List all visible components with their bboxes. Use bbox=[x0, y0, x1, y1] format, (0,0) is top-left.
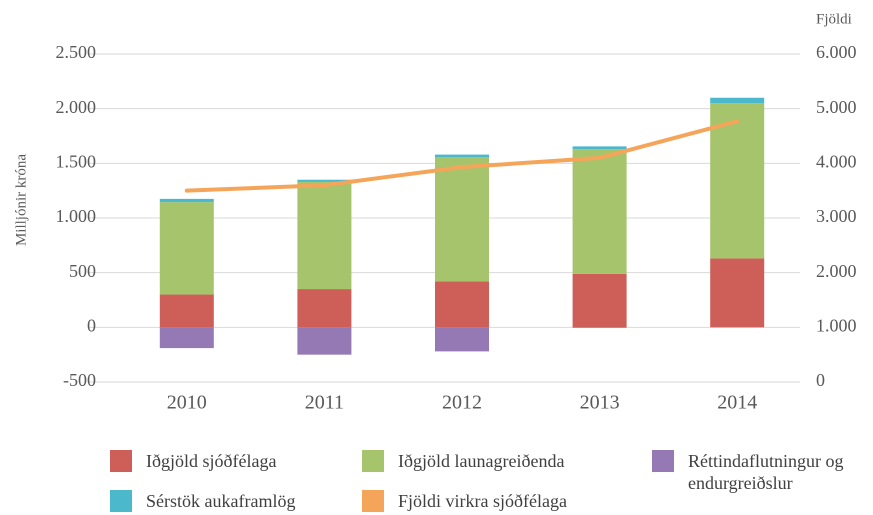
bar bbox=[297, 289, 352, 328]
y-tick-label: 1.000 bbox=[56, 206, 97, 226]
bar bbox=[159, 294, 214, 328]
legend-label: Iðgjöld launagreiðenda bbox=[398, 451, 565, 471]
bar bbox=[159, 327, 214, 349]
line bbox=[184, 119, 740, 193]
bar bbox=[572, 273, 627, 328]
x-tick-label: 2012 bbox=[442, 392, 482, 414]
y-axis-title: Milljónir króna bbox=[13, 154, 29, 246]
y2-tick-label: 2.000 bbox=[816, 261, 857, 281]
bar bbox=[572, 146, 627, 150]
legend-swatch bbox=[362, 450, 384, 472]
bar bbox=[435, 281, 489, 328]
bar bbox=[572, 149, 627, 274]
legend-item: Sérstök aukaframlög bbox=[110, 490, 295, 512]
legend-label: Fjöldi virkra sjóðfélaga bbox=[398, 491, 567, 511]
bar bbox=[710, 103, 765, 259]
x-tick-label: 2011 bbox=[305, 392, 344, 414]
bar bbox=[297, 327, 352, 355]
legend-item: Fjöldi virkra sjóðfélaga bbox=[362, 490, 567, 512]
legend-item: Iðgjöld launagreiðenda bbox=[362, 450, 564, 472]
y2-tick-label: 4.000 bbox=[816, 151, 857, 171]
legend-item: Iðgjöld sjóðfélaga bbox=[110, 450, 276, 472]
x-tick-label: 2014 bbox=[717, 392, 757, 414]
x-tick-label: 2013 bbox=[580, 392, 620, 414]
legend-item: Réttindaflutningur og endurgreiðslur bbox=[652, 450, 858, 494]
legend-label: Iðgjöld sjóðfélaga bbox=[146, 451, 277, 471]
bar bbox=[710, 258, 765, 328]
legend-label: Réttindaflutningur og endurgreiðslur bbox=[688, 451, 844, 493]
y-tick-label: -500 bbox=[63, 370, 96, 390]
legend-swatch bbox=[110, 450, 132, 472]
bar bbox=[159, 198, 214, 203]
bar bbox=[572, 327, 627, 328]
bar bbox=[297, 181, 352, 290]
y2-tick-label: 5.000 bbox=[816, 97, 857, 117]
y2-axis-title: Fjöldi bbox=[816, 11, 852, 27]
bar bbox=[435, 154, 489, 158]
bar bbox=[297, 179, 352, 182]
bar bbox=[435, 327, 489, 352]
y-tick-label: 0 bbox=[87, 315, 96, 335]
y-tick-label: 500 bbox=[69, 261, 96, 281]
y-tick-label: 2.500 bbox=[56, 42, 97, 62]
y2-tick-label: 1.000 bbox=[816, 315, 857, 335]
y-tick-label: 2.000 bbox=[56, 97, 97, 117]
legend-swatch bbox=[652, 450, 674, 472]
y2-tick-label: 6.000 bbox=[816, 42, 857, 62]
legend-swatch bbox=[362, 490, 384, 512]
y-tick-label: 1.500 bbox=[56, 151, 97, 171]
legend-swatch bbox=[110, 490, 132, 512]
y2-tick-label: 3.000 bbox=[816, 206, 857, 226]
bar bbox=[159, 202, 214, 295]
chart: Milljónir króna Fjöldi -500 0 500 1.000 1.50… bbox=[13, 11, 857, 414]
bar bbox=[435, 157, 489, 282]
x-tick-label: 2010 bbox=[167, 392, 207, 414]
legend-label: Sérstök aukaframlög bbox=[146, 491, 296, 511]
y2-tick-label: 0 bbox=[816, 370, 825, 390]
bar bbox=[710, 97, 765, 104]
